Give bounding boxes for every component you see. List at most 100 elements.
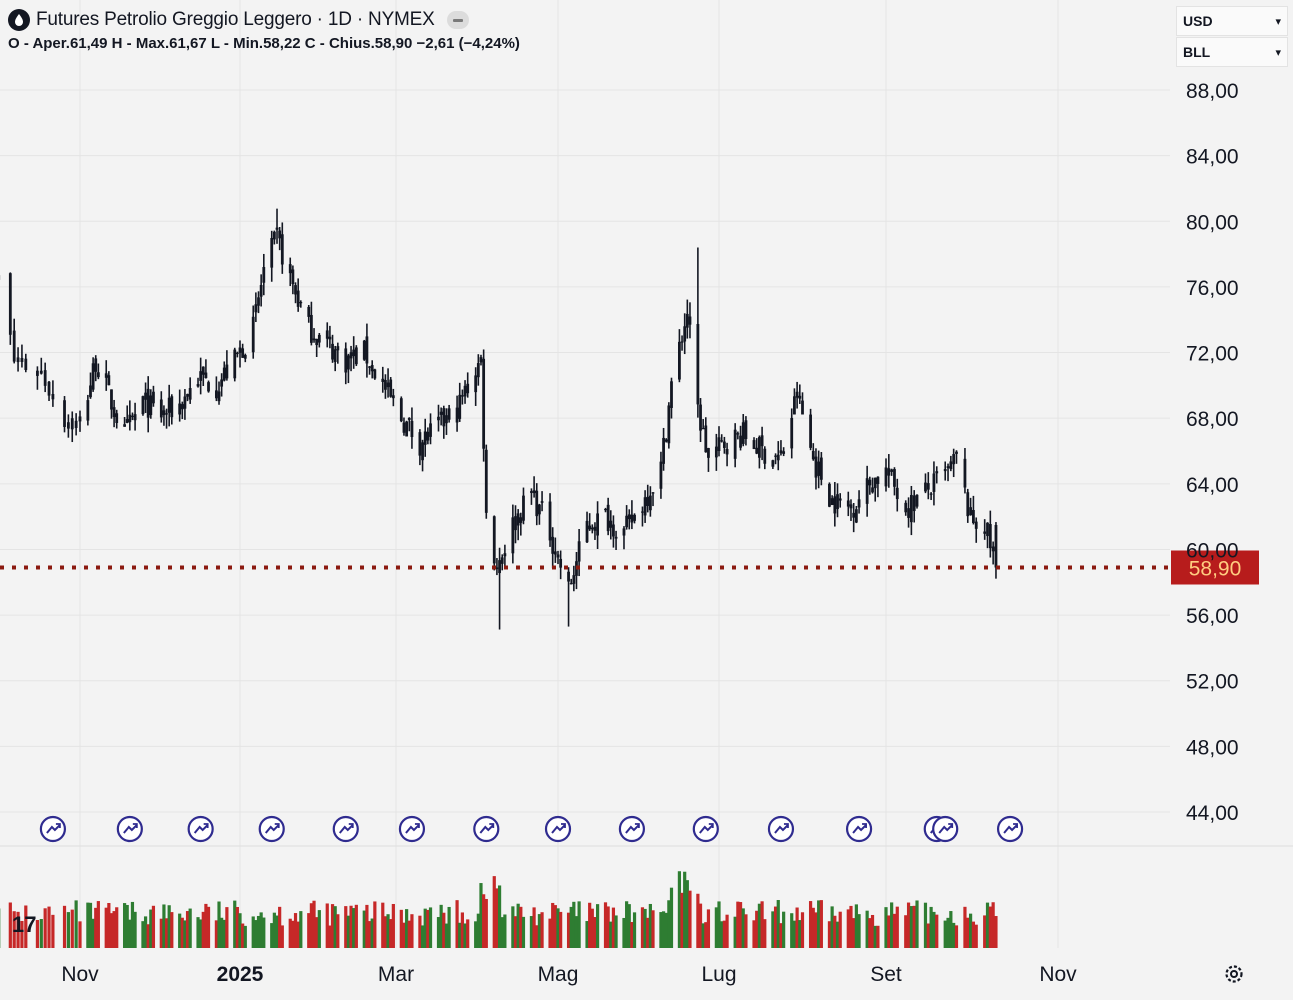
event-marker-icon[interactable] [473,815,500,843]
volume-bar [94,907,98,948]
volume-bar [222,919,226,948]
candle [500,554,504,571]
event-marker-icon[interactable] [116,815,143,843]
candle [86,394,90,426]
volume-bar [484,898,488,948]
volume-bar [43,908,47,948]
candle [275,208,279,244]
event-marker-icon[interactable] [618,815,646,843]
volume-bar [352,908,356,948]
candle [89,372,92,399]
candle [146,376,150,433]
candle [963,448,967,494]
event-marker-icon[interactable] [996,815,1024,843]
candle [445,408,448,435]
unit-select[interactable]: BLL ▾ [1176,37,1288,67]
candle [333,345,337,372]
volume-bar [755,910,759,948]
volume-bar [479,883,483,948]
volume-bar [405,909,409,948]
volume-bar [233,900,237,948]
event-marker-icon[interactable] [332,815,359,843]
event-marker-icon[interactable] [767,815,795,843]
candle [186,393,189,402]
candle [328,325,332,349]
volume-bar [771,911,775,948]
event-marker-icon[interactable] [845,815,873,843]
volume-bar [915,900,919,948]
event-marker-icon[interactable] [692,815,719,843]
tradingview-logo: 17 [12,912,36,937]
candle [384,374,387,399]
volume-bar [107,903,111,948]
candle [66,414,70,438]
symbol-title[interactable]: Futures Petrolio Greggio Leggero · 1D · … [36,9,435,30]
volume-bar [912,905,916,948]
volume-bar [185,911,190,948]
candle [410,407,414,449]
volume-bar [559,911,563,948]
candle [717,426,721,457]
event-marker-icon[interactable] [398,815,426,843]
volume-bar [325,903,329,948]
event-marker-icon[interactable] [932,815,959,843]
volume-bar [133,911,137,948]
event-marker-icon[interactable] [258,815,285,843]
volume-bar [204,903,208,948]
volume-bar [482,894,486,948]
volume-bar [830,906,834,948]
candle [123,417,126,427]
candle [946,463,950,482]
candle [932,461,936,506]
candle [895,478,899,512]
volume-bar [367,921,372,948]
volume-bar [91,918,95,948]
volume-bar [516,903,520,948]
currency-select[interactable]: USD ▾ [1176,6,1288,36]
volume-bar [811,907,815,948]
volume-bar [680,892,684,948]
candle [556,550,560,565]
event-marker-icon[interactable] [187,815,214,843]
candle [344,342,348,385]
volume-bar [164,918,169,948]
volume-bar [225,907,229,948]
candle [909,485,913,536]
candle [596,501,599,549]
candle [538,503,541,525]
volume-bar [418,915,422,948]
collapse-legend-button[interactable] [446,11,469,29]
volume-bar [503,914,507,948]
volume-bar [661,911,666,948]
volume-bar [659,912,663,948]
candle [180,401,184,420]
candle [241,343,245,358]
volume-bar [259,912,263,948]
volume-bar [474,921,478,948]
candle [585,511,589,543]
candle [426,427,430,445]
event-marker-icon[interactable] [544,815,572,843]
candle [144,382,147,413]
candle [196,377,200,388]
volume-bar [744,914,748,948]
candle [104,360,108,391]
candle [352,336,356,369]
candle [707,447,710,472]
candle [386,368,390,398]
price-axis: 88,00 84,00 80,00 76,00 72,00 68,00 64,00 60,00… [1186,80,1239,825]
event-marker-icon[interactable] [39,815,67,843]
volume-bar [857,914,861,948]
gear-icon[interactable] [1223,963,1245,985]
candle [614,530,618,551]
volume-bar [548,918,552,948]
candle [225,350,229,381]
candle [852,502,856,533]
candle [685,299,689,339]
volume-bar [243,925,247,948]
candle [16,347,20,372]
candle [915,494,919,509]
volume-bar [315,917,319,948]
candle [551,527,555,569]
